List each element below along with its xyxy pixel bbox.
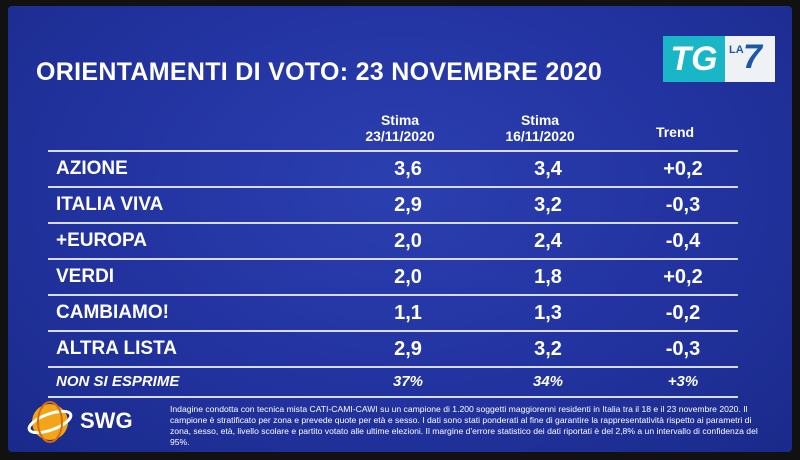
table-row: VERDI 2,0 1,8 +0,2 [48, 260, 738, 296]
tv-screen: ORIENTAMENTI DI VOTO: 23 NOVEMBRE 2020 T… [8, 6, 792, 452]
swg-globe-icon [27, 401, 73, 443]
table-row: CAMBIAMO! 1,1 1,3 -0,2 [48, 296, 738, 332]
value-trend: -0,3 [665, 338, 701, 360]
value-stima-23: 2,9 [394, 194, 422, 216]
party-name: AZIONE [56, 158, 128, 179]
value-trend: +3% [667, 373, 699, 390]
swg-logo: SWG [26, 398, 146, 444]
logo-la7: LA 7 [725, 36, 775, 82]
value-trend: -0,3 [665, 194, 701, 216]
tg-la7-logo: TG LA 7 [663, 36, 775, 82]
value-stima-16: 3,2 [534, 338, 562, 360]
logo-la: LA [729, 44, 744, 56]
column-header-line: 16/11/2020 [505, 128, 575, 144]
value-stima-23: 2,0 [394, 230, 422, 252]
column-header-line: Stima [380, 112, 420, 128]
party-name: NON SI ESPRIME [56, 373, 180, 390]
party-name: ALTRA LISTA [56, 338, 178, 359]
value-stima-23: 3,6 [394, 158, 422, 180]
value-trend: +0,2 [663, 266, 703, 288]
party-name: +EUROPA [56, 230, 147, 251]
table-row: ITALIA VIVA 2,9 3,2 -0,3 [48, 188, 738, 224]
value-stima-16: 34% [532, 373, 564, 390]
value-stima-16: 3,2 [534, 194, 562, 216]
logo-tg: TG [663, 36, 725, 82]
value-stima-23: 37% [392, 373, 424, 390]
table-row: +EUROPA 2,0 2,4 -0,4 [48, 224, 738, 260]
table-row: ALTRA LISTA 2,9 3,2 -0,3 [48, 332, 738, 368]
column-header-stima-16: Stima 16/11/2020 [480, 112, 600, 144]
value-trend: -0,2 [665, 302, 701, 324]
column-header-line: Stima [520, 112, 560, 128]
value-stima-23: 2,0 [394, 266, 422, 288]
results-table: AZIONE 3,6 3,4 +0,2 ITALIA VIVA 2,9 3,2 -0,3 +EU… [48, 150, 738, 398]
swg-text: SWG [80, 408, 133, 433]
party-name: CAMBIAMO! [56, 302, 169, 323]
value-stima-16: 1,3 [534, 302, 562, 324]
value-stima-16: 1,8 [534, 266, 562, 288]
party-name: VERDI [56, 266, 115, 287]
column-header-trend: Trend [655, 124, 695, 140]
chart-title: ORIENTAMENTI DI VOTO: 23 NOVEMBRE 2020 [36, 58, 603, 86]
value-stima-16: 3,4 [534, 158, 562, 180]
column-header-line: 23/11/2020 [365, 128, 435, 144]
table-row: NON SI ESPRIME 37% 34% +3% [48, 368, 738, 398]
party-name: ITALIA VIVA [56, 194, 164, 215]
value-stima-23: 1,1 [394, 302, 422, 324]
logo-seven: 7 [743, 38, 762, 76]
value-stima-16: 2,4 [534, 230, 562, 252]
table-row: AZIONE 3,6 3,4 +0,2 [48, 150, 738, 188]
value-trend: +0,2 [663, 158, 703, 180]
value-stima-23: 2,9 [394, 338, 422, 360]
value-trend: -0,4 [665, 230, 701, 252]
column-header-stima-23: Stima 23/11/2020 [340, 112, 460, 144]
methodology-note: Indagine condotta con tecnica mista CATI… [170, 404, 758, 447]
